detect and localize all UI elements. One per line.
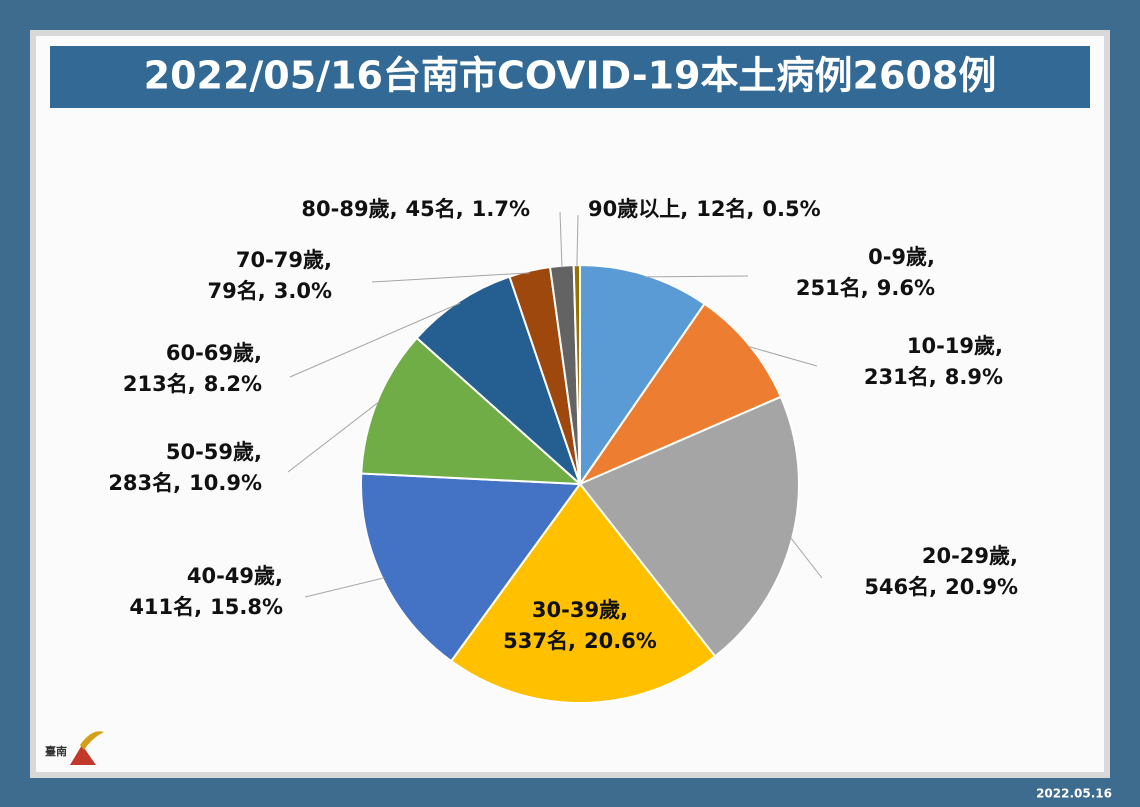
pie: 0-9歲, 251名, 9.6% 10-19歲, 231名, 8.9% 20-29歲, 546…: [108, 197, 1018, 704]
leader-line: [559, 211, 563, 268]
label-part: 50-59歲,: [166, 440, 262, 464]
data-label: 30-39歲, 537名, 20.6%: [503, 598, 657, 653]
label-part: 0.5%: [762, 197, 820, 221]
pie-slice: [577, 302, 783, 487]
label-part: 213名,: [123, 372, 196, 396]
data-label: 90歲以上, 12名, 0.5%: [588, 197, 821, 221]
label-part: 231名,: [864, 365, 937, 389]
title-bar: [50, 46, 1090, 108]
data-label: 10-19歲, 231名, 8.9%: [864, 334, 1003, 389]
label-part: 79名,: [208, 279, 266, 303]
pie-slice: [449, 482, 717, 704]
data-label: 20-29歲, 546名, 20.9%: [864, 544, 1018, 599]
label-part: 8.2%: [204, 372, 262, 396]
label-part: 3.0%: [274, 279, 332, 303]
label-part: 10-19歲,: [907, 334, 1003, 358]
logo-text: 臺南: [45, 744, 67, 758]
label-part: 10.9%: [189, 471, 262, 495]
pie-slice: [579, 263, 706, 488]
label-part: 12名,: [696, 197, 754, 221]
date: 2022.05.16: [1036, 787, 1112, 801]
data-label: 70-79歲, 79名, 3.0%: [208, 248, 332, 303]
leader-line: [289, 302, 461, 378]
leader-line: [576, 214, 579, 268]
label-part: 80-89歲,: [301, 197, 397, 221]
leader-line: [747, 345, 818, 367]
label-part: 40-49歲,: [187, 564, 283, 588]
pie-slice: [415, 275, 583, 488]
label-part: 45名,: [406, 197, 464, 221]
pie-slice: [360, 336, 583, 486]
label-part: 20.6%: [584, 629, 657, 653]
leader-line: [304, 577, 385, 598]
label-part: 546名,: [864, 575, 937, 599]
logo: 臺南: [45, 731, 104, 765]
label-part: 70-79歲,: [236, 248, 332, 272]
label-part: 60-69歲,: [166, 341, 262, 365]
label-part: 1.7%: [472, 197, 530, 221]
logo-shape: [80, 731, 104, 750]
label-part: 283名,: [108, 471, 181, 495]
logo-shape: [70, 745, 96, 765]
data-label: 80-89歲, 45名, 1.7%: [301, 197, 530, 221]
pie-slice: [578, 395, 800, 658]
label-part: 8.9%: [945, 365, 1003, 389]
label-part: 15.8%: [210, 595, 283, 619]
leader-line: [789, 536, 823, 579]
label-part: 30-39歲,: [532, 598, 628, 622]
label-part: 251名,: [796, 276, 869, 300]
label-part: 537名,: [503, 629, 576, 653]
label-part: 90歲以上,: [588, 197, 688, 221]
label-part: 20.9%: [945, 575, 1018, 599]
data-label: 60-69歲, 213名, 8.2%: [123, 341, 262, 396]
leader-line: [644, 275, 749, 278]
data-label: 50-59歲, 283名, 10.9%: [108, 440, 262, 495]
data-label: 0-9歲, 251名, 9.6%: [796, 245, 935, 300]
leader-line: [371, 272, 531, 283]
label-part: 411名,: [129, 595, 202, 619]
label-part: 0-9歲,: [868, 245, 935, 269]
label-part: 20-29歲,: [922, 544, 1018, 568]
leader-line: [287, 401, 380, 473]
chart-title: 2022/05/16台南市COVID-19本土病例2608例: [144, 54, 997, 98]
data-label: 40-49歲, 411名, 15.8%: [129, 564, 283, 619]
label-part: 9.6%: [877, 276, 935, 300]
